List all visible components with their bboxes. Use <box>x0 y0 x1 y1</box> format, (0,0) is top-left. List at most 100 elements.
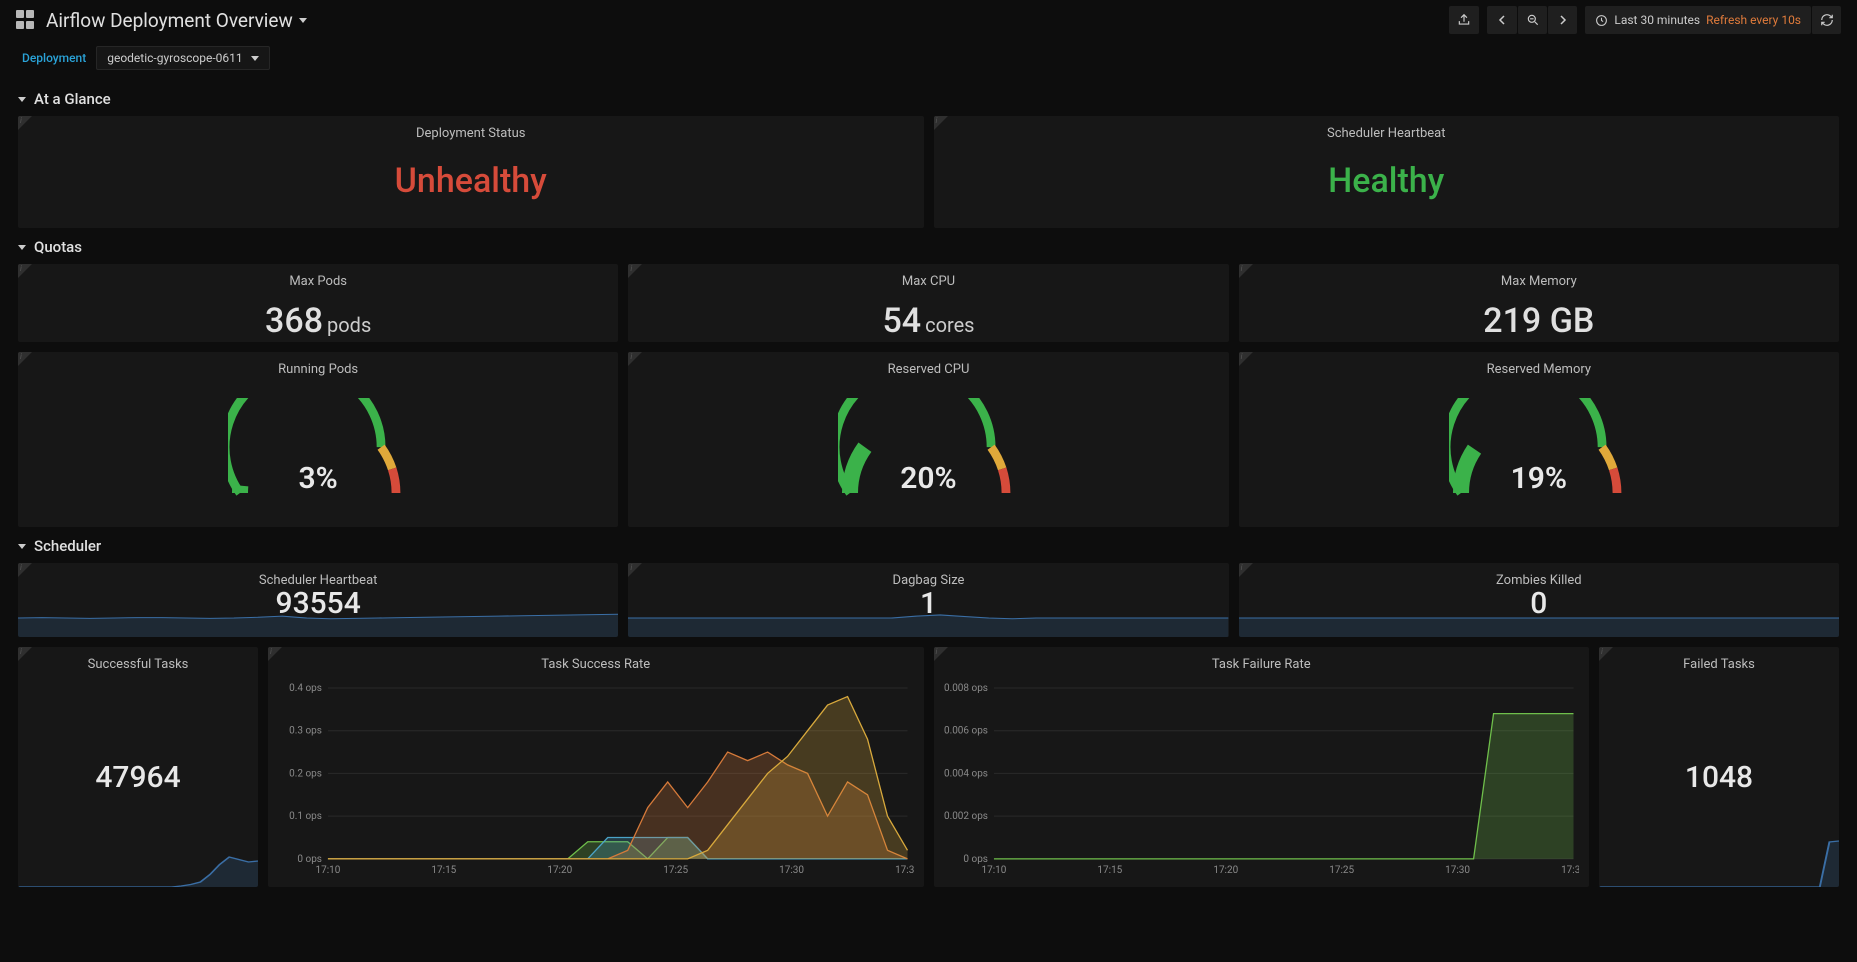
panel-zombies-killed: Zombies Killed 0 <box>1239 563 1839 637</box>
sparkline <box>1599 837 1839 887</box>
stat-value: Healthy <box>1328 161 1444 201</box>
panel-dagbag-size: Dagbag Size 1 <box>628 563 1228 637</box>
svg-text:0.004 ops: 0.004 ops <box>944 768 988 779</box>
panel-menu-icon[interactable] <box>18 647 32 661</box>
svg-text:0.1 ops: 0.1 ops <box>289 811 322 822</box>
panel-menu-icon[interactable] <box>1599 647 1613 661</box>
panel-reserved-cpu: Reserved CPU 20% <box>628 352 1228 527</box>
variable-label-deployment: Deployment <box>22 51 86 65</box>
svg-text:17:20: 17:20 <box>547 865 572 876</box>
zoom-out-button[interactable] <box>1517 6 1547 34</box>
panel-menu-icon[interactable] <box>1239 352 1253 366</box>
panel-max-cpu: Max CPU 54cores <box>628 264 1228 342</box>
refresh-interval-label: Refresh every 10s <box>1706 13 1801 27</box>
chevron-down-icon <box>251 56 259 61</box>
clock-icon <box>1595 14 1608 27</box>
share-button[interactable] <box>1449 6 1479 34</box>
panel-title: Max Memory <box>1239 264 1839 293</box>
panel-title: Max CPU <box>628 264 1228 293</box>
legend-item[interactable]: S3ClickstreamKeySensor <box>709 885 851 887</box>
panel-menu-icon[interactable] <box>268 647 282 661</box>
legend-item[interactable]: KubernetesPodOperator <box>452 885 589 887</box>
panel-title: Deployment Status <box>18 116 924 145</box>
svg-text:17:30: 17:30 <box>1445 865 1470 876</box>
panel-task-failure-rate: Task Failure Rate 0 ops 0.002 ops 0.004 op… <box>934 647 1590 887</box>
panel-menu-icon[interactable] <box>628 352 642 366</box>
panel-menu-icon[interactable] <box>18 563 32 577</box>
stat-value: 368pods <box>265 301 371 341</box>
sparkline <box>1239 599 1839 637</box>
gauge-running-pods: 3% <box>228 398 408 498</box>
svg-text:17:20: 17:20 <box>1213 865 1238 876</box>
panel-title: Failed Tasks <box>1599 647 1839 676</box>
stat-value: 47964 <box>18 760 258 795</box>
refresh-button[interactable] <box>1811 6 1841 34</box>
svg-text:0 ops: 0 ops <box>963 854 988 865</box>
panel-running-pods: Running Pods 3% <box>18 352 618 527</box>
stat-value: Unhealthy <box>395 161 547 201</box>
svg-text:0.008 ops: 0.008 ops <box>944 683 988 694</box>
panel-title: Max Pods <box>18 264 618 293</box>
panel-scheduler-heartbeat-status: Scheduler Heartbeat Healthy <box>934 116 1840 228</box>
gauge-reserved-cpu: 20% <box>838 398 1018 498</box>
svg-text:0.2 ops: 0.2 ops <box>289 768 322 779</box>
svg-text:17:15: 17:15 <box>1097 865 1122 876</box>
stat-value: 1048 <box>1599 760 1839 795</box>
chevron-down-icon <box>18 245 26 250</box>
chart-task-success[interactable]: 0 ops 0.1 ops 0.2 ops 0.3 ops 0.4 ops 17:10 17… <box>278 682 914 879</box>
svg-text:17:10: 17:10 <box>316 865 341 876</box>
panel-menu-icon[interactable] <box>18 264 32 278</box>
page-title[interactable]: Airflow Deployment Overview <box>46 9 307 32</box>
legend-item[interactable]: KubernetesPodOperator <box>1193 885 1330 887</box>
chart-task-failure[interactable]: 0 ops0.002 ops0.004 ops0.006 ops0.008 op… <box>944 682 1580 879</box>
sparkline <box>18 599 618 637</box>
dashboard-icon[interactable] <box>16 10 36 30</box>
row-title-scheduler: Scheduler <box>34 537 101 555</box>
panel-menu-icon[interactable] <box>934 647 948 661</box>
panel-title: Task Failure Rate <box>934 647 1590 676</box>
panel-menu-icon[interactable] <box>628 563 642 577</box>
svg-text:17:25: 17:25 <box>663 865 688 876</box>
time-range-picker[interactable]: Last 30 minutes Refresh every 10s <box>1585 6 1811 34</box>
row-header-glance[interactable]: At a Glance <box>18 90 1839 108</box>
svg-text:17:35: 17:35 <box>895 865 913 876</box>
panel-scheduler-heartbeat: Scheduler Heartbeat 93554 <box>18 563 618 637</box>
panel-menu-icon[interactable] <box>934 116 948 130</box>
row-header-quotas[interactable]: Quotas <box>18 238 1839 256</box>
stat-value: 54cores <box>882 301 974 341</box>
page-title-text: Airflow Deployment Overview <box>46 9 293 32</box>
svg-text:0.3 ops: 0.3 ops <box>289 726 322 737</box>
chart-legend: DummyOperator KubernetesPodOperator Python… <box>278 879 914 887</box>
variable-select-deployment[interactable]: geodetic-gyroscope-0611 <box>96 46 269 70</box>
row-title-glance: At a Glance <box>34 90 111 108</box>
svg-text:0.002 ops: 0.002 ops <box>944 811 988 822</box>
panel-menu-icon[interactable] <box>18 116 32 130</box>
panel-title: Running Pods <box>18 352 618 381</box>
legend-item[interactable]: DummyOperator <box>341 885 440 887</box>
variable-value-deployment: geodetic-gyroscope-0611 <box>107 51 242 65</box>
row-title-quotas: Quotas <box>34 238 82 256</box>
panel-reserved-memory: Reserved Memory 19% <box>1239 352 1839 527</box>
panel-menu-icon[interactable] <box>18 352 32 366</box>
chevron-down-icon <box>18 97 26 102</box>
gauge-reserved-memory: 19% <box>1449 398 1629 498</box>
svg-text:0 ops: 0 ops <box>297 854 322 865</box>
legend-item[interactable]: PythonOperator <box>601 885 697 887</box>
svg-text:17:10: 17:10 <box>981 865 1006 876</box>
panel-menu-icon[interactable] <box>628 264 642 278</box>
panel-title: Scheduler Heartbeat <box>934 116 1840 145</box>
nav-back-button[interactable] <box>1487 6 1517 34</box>
chevron-down-icon <box>299 18 307 23</box>
sparkline <box>628 599 1228 637</box>
svg-text:0.4 ops: 0.4 ops <box>289 683 322 694</box>
svg-text:17:15: 17:15 <box>431 865 456 876</box>
panel-deployment-status: Deployment Status Unhealthy <box>18 116 924 228</box>
nav-forward-button[interactable] <box>1547 6 1577 34</box>
panel-menu-icon[interactable] <box>1239 563 1253 577</box>
chevron-down-icon <box>18 544 26 549</box>
sparkline <box>18 837 258 887</box>
topbar: Airflow Deployment Overview Last 30 minu… <box>0 0 1857 40</box>
row-header-scheduler[interactable]: Scheduler <box>18 537 1839 555</box>
panel-max-memory: Max Memory 219 GB <box>1239 264 1839 342</box>
panel-menu-icon[interactable] <box>1239 264 1253 278</box>
